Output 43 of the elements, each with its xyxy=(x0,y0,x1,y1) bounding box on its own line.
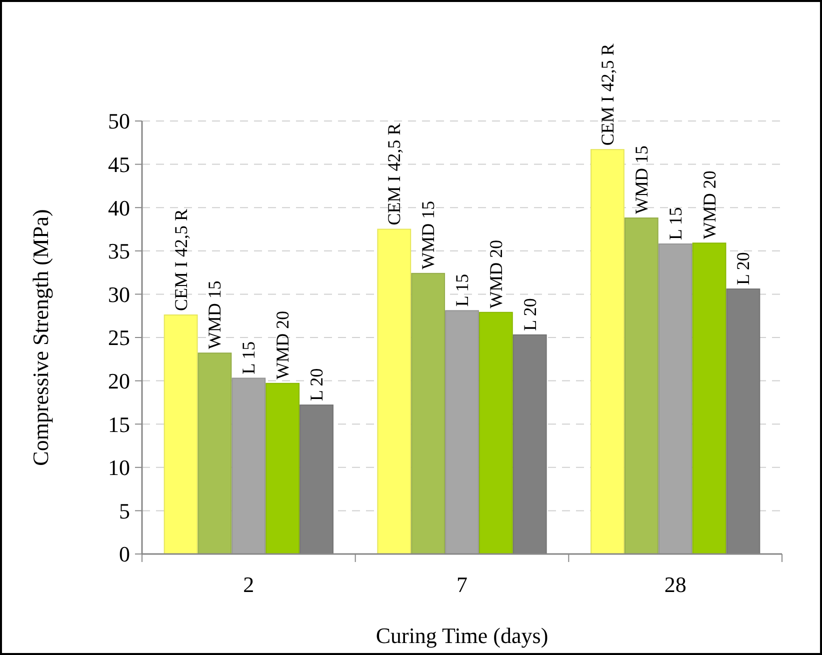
y-tick-label: 30 xyxy=(108,282,130,307)
y-tick-label: 25 xyxy=(108,325,130,350)
x-tick-label: 28 xyxy=(664,572,686,597)
x-axis-title: Curing Time (days) xyxy=(376,623,548,648)
bar xyxy=(164,314,198,554)
y-tick-label: 40 xyxy=(108,195,130,220)
bar xyxy=(590,149,624,554)
bar xyxy=(411,272,446,554)
text: WMD 15 xyxy=(631,145,652,214)
text: L 15 xyxy=(452,274,472,307)
bar xyxy=(658,243,692,554)
text: L 20 xyxy=(306,368,327,402)
text: L 15 xyxy=(238,341,259,374)
bar xyxy=(624,217,658,554)
y-tick-label: 10 xyxy=(108,455,130,480)
bar xyxy=(377,228,412,554)
y-tick-label: 45 xyxy=(108,152,130,177)
text: L 20 xyxy=(520,298,540,331)
text: WMD 15 xyxy=(204,280,225,350)
y-axis-title: Compressive Strength (MPa) xyxy=(28,209,53,466)
bar xyxy=(266,382,300,554)
text: WMD 20 xyxy=(486,240,506,308)
text: WMD 20 xyxy=(699,170,720,240)
bar xyxy=(445,310,479,554)
y-tick-label: 50 xyxy=(108,108,130,134)
y-tick-label: 5 xyxy=(119,498,130,524)
y-tick-label: 35 xyxy=(108,238,130,264)
text: L 20 xyxy=(733,252,754,286)
bar xyxy=(478,312,513,554)
x-tick-label: 7 xyxy=(456,572,468,597)
text: CEM I 42,5 R xyxy=(170,208,191,311)
bar xyxy=(692,242,726,554)
x-tick-label: 2 xyxy=(243,572,254,597)
bar xyxy=(232,378,266,554)
text: L 15 xyxy=(665,207,686,240)
y-tick-label: 0 xyxy=(119,542,130,567)
text: WMD 15 xyxy=(418,200,438,270)
text: CEM I 42,5 R xyxy=(597,44,618,146)
y-tick-label: 20 xyxy=(108,368,130,394)
text: CEM I 42,5 R xyxy=(384,123,404,226)
y-tick-label: 15 xyxy=(108,412,130,437)
bar xyxy=(198,352,232,554)
text: WMD 20 xyxy=(272,310,293,380)
